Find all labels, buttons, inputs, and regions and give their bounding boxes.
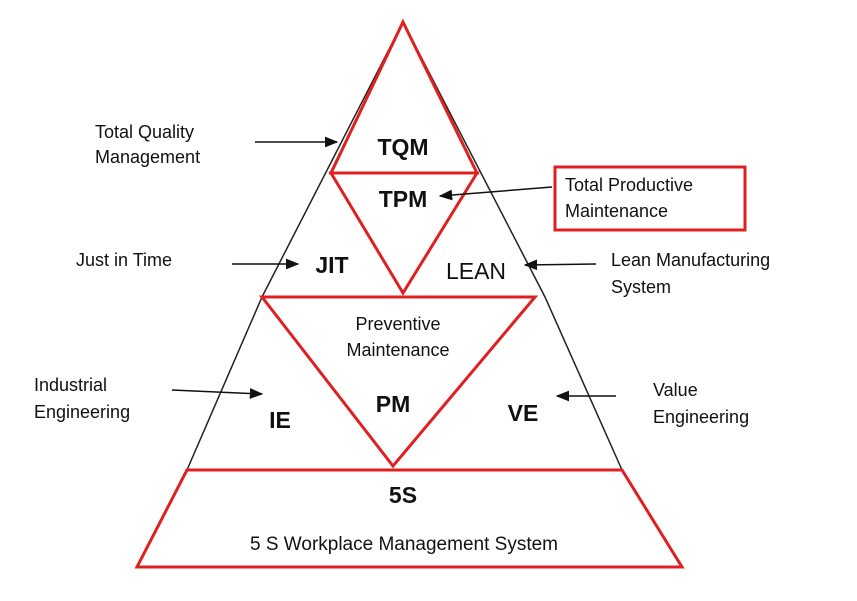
- ve-name-line2: Engineering: [653, 407, 749, 427]
- 5s-acronym: 5S: [389, 482, 417, 508]
- ie-arrow: [171, 388, 264, 399]
- tpm-triangle: [328, 171, 480, 296]
- ie-acronym: IE: [269, 407, 291, 433]
- tpm-arrow: [438, 186, 553, 201]
- tqm-name-line1: Total Quality: [95, 122, 194, 142]
- ie-name-line2: Engineering: [34, 402, 130, 422]
- 5s-name: 5 S Workplace Management System: [250, 534, 558, 555]
- 5s-base-trapezoid: [134, 468, 685, 569]
- jit-acronym: JIT: [315, 252, 348, 278]
- tqm-name-line2: Management: [95, 147, 200, 167]
- tpm-acronym: TPM: [379, 186, 428, 212]
- lean-acronym: LEAN: [446, 258, 506, 284]
- lean-name-line2: System: [611, 277, 671, 297]
- tpm-name-line2: Maintenance: [565, 201, 668, 221]
- pm-acronym: PM: [376, 391, 411, 417]
- tpm-name-line1: Total Productive: [565, 175, 693, 195]
- pm-triangle: [258, 295, 539, 469]
- pm-name-line1: Preventive: [355, 314, 440, 334]
- tpm-callout-box: [553, 165, 747, 232]
- lean-arrow: [523, 259, 597, 271]
- tqm-acronym: TQM: [377, 134, 428, 160]
- pm-name-line2: Maintenance: [346, 340, 449, 360]
- lean-name-line1: Lean Manufacturing: [611, 250, 770, 270]
- ve-acronym: VE: [508, 400, 539, 426]
- ve-name-line1: Value: [653, 380, 698, 400]
- jit-name: Just in Time: [76, 250, 172, 270]
- ie-name-line1: Industrial: [34, 375, 107, 395]
